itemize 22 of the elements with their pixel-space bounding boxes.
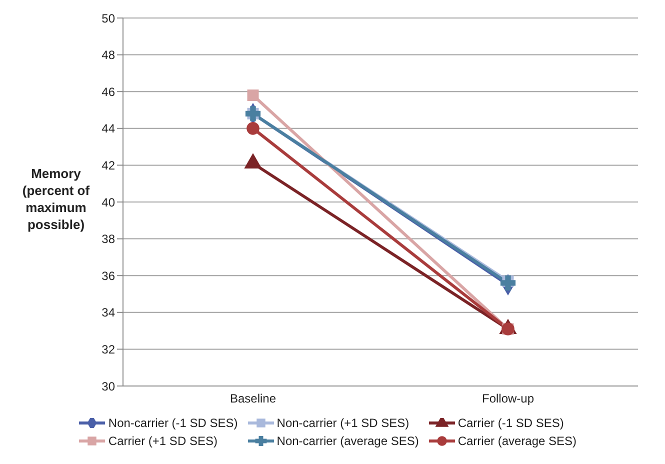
- point: [246, 122, 260, 135]
- legend-label: Carrier (-1 SD SES): [458, 416, 564, 430]
- y-tick-label: 40: [102, 195, 116, 210]
- y-tick-label: 30: [102, 379, 116, 394]
- y-tick-label: 50: [102, 11, 116, 26]
- y-tick-label: 32: [102, 342, 116, 356]
- y-tick-label: 36: [102, 268, 116, 283]
- x-tick-label: Baseline: [230, 392, 276, 406]
- y-tick-label: 46: [102, 84, 116, 99]
- legend-label: Non-carrier (+1 SD SES): [276, 416, 410, 430]
- y-tick-label: 34: [102, 306, 116, 320]
- point: [247, 90, 259, 102]
- y-axis-title: Memory (percent of maximum possible): [22, 166, 90, 232]
- legend-label: Non-carrier (average SES): [276, 434, 419, 448]
- legend-label: Non-carrier (-1 SD SES): [108, 416, 238, 430]
- y-tick-label: 44: [102, 122, 116, 136]
- y-tick-label: 42: [102, 158, 116, 172]
- y-tick-label: 48: [102, 48, 116, 62]
- y-tick-label: 38: [102, 232, 116, 246]
- legend-label: Carrier (average SES): [458, 434, 577, 448]
- x-tick-label: Follow-up: [482, 392, 534, 406]
- legend-label: Carrier (+1 SD SES): [108, 434, 218, 448]
